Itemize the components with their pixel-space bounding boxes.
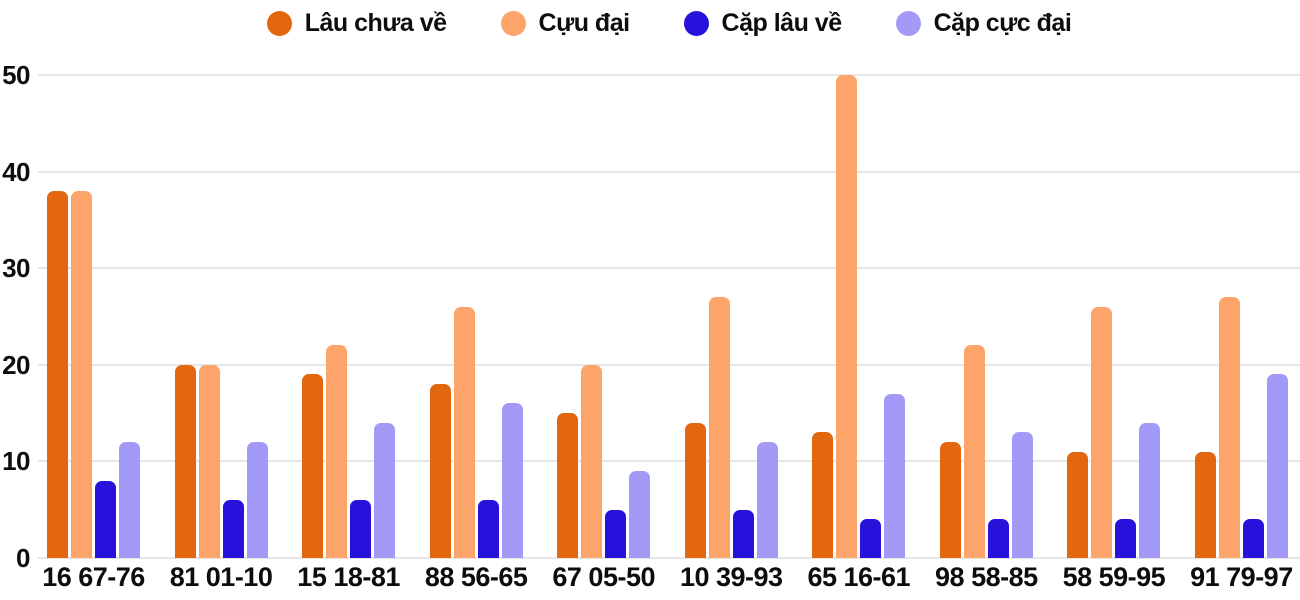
legend-label: Cặp cực đại	[933, 9, 1072, 37]
bar-series-3-cat-1[interactable]	[246, 442, 268, 558]
bar-series-3-cat-3[interactable]	[501, 403, 523, 558]
bar-series-3-cat-6[interactable]	[884, 393, 906, 558]
y-tick-label: 0	[16, 543, 30, 573]
bar-series-0-cat-8[interactable]	[1067, 451, 1089, 558]
bar-group-1: 81 01-10	[170, 364, 273, 591]
bar-series-0-cat-9[interactable]	[1194, 451, 1216, 558]
bar-group-7: 98 58-85	[935, 345, 1038, 591]
bar-series-1-cat-5[interactable]	[708, 297, 730, 558]
bar-series-3-cat-8[interactable]	[1139, 422, 1161, 558]
gridline	[38, 363, 1300, 366]
x-axis-label: 65 16-61	[807, 562, 911, 592]
bar-series-3-cat-0[interactable]	[119, 442, 140, 558]
bar-series-3-cat-2[interactable]	[374, 422, 396, 558]
bar-series-0-cat-1[interactable]	[174, 364, 196, 558]
bar-group-5: 10 39-93	[680, 297, 783, 591]
legend-item-0[interactable]: Lâu chưa về	[266, 9, 447, 38]
bar-groups: 16 67-76 81 01-10 15 18-81 88 56-65 67 05-50…	[38, 75, 1300, 591]
x-axis-label: 98 58-85	[935, 562, 1038, 592]
bar-group-9: 91 79-97	[1190, 297, 1293, 591]
y-tick-label: 10	[2, 446, 30, 477]
bar-series-2-cat-7[interactable]	[987, 519, 1009, 558]
bar-series-3-cat-9[interactable]	[1266, 374, 1288, 558]
bar-series-2-cat-3[interactable]	[477, 500, 499, 558]
legend-label: Cặp lâu về	[721, 9, 843, 37]
bar-series-1-cat-8[interactable]	[1091, 306, 1113, 558]
bar-group-8: 58 59-95	[1063, 306, 1166, 591]
bar-series-3-cat-7[interactable]	[1011, 432, 1033, 558]
legend-item-1[interactable]: Cựu đại	[500, 9, 631, 38]
bar-group-6: 65 16-61	[807, 75, 911, 591]
bar-series-2-cat-5[interactable]	[732, 509, 754, 558]
gridline	[38, 267, 1300, 270]
bar-series-1-cat-7[interactable]	[963, 345, 985, 558]
x-axis-label: 81 01-10	[169, 562, 273, 592]
x-axis-label: 67 05-50	[552, 562, 655, 592]
bar-series-2-cat-9[interactable]	[1242, 519, 1264, 558]
y-axis-labels: 0 10 20 30 40 50	[0, 62, 32, 571]
bar-series-2-cat-6[interactable]	[860, 519, 882, 558]
bar-series-0-cat-6[interactable]	[812, 432, 834, 558]
bar-series-1-cat-0[interactable]	[71, 190, 92, 558]
bar-group-4: 67 05-50	[552, 364, 655, 591]
bar-series-3-cat-5[interactable]	[756, 442, 778, 558]
x-axis-label: 10 39-93	[679, 562, 783, 592]
legend-dot-icon	[266, 11, 292, 36]
bar-group-2: 15 18-81	[297, 345, 400, 591]
bar-series-2-cat-0[interactable]	[95, 480, 116, 558]
bar-series-2-cat-4[interactable]	[605, 509, 627, 558]
y-tick-label: 30	[2, 253, 30, 284]
legend-label: Cựu đại	[538, 9, 631, 37]
bar-series-0-cat-3[interactable]	[429, 384, 451, 558]
x-axis-label: 15 18-81	[297, 562, 400, 592]
gridline	[38, 74, 1300, 76]
gridline	[38, 170, 1300, 173]
legend: Lâu chưa về Cựu đại Cặp lâu về Cặp cực đại	[38, 9, 1300, 38]
y-tick-label: 50	[2, 60, 30, 90]
legend-item-2[interactable]: Cặp lâu về	[683, 9, 843, 38]
x-axis-label: 58 59-95	[1062, 562, 1166, 592]
bar-series-0-cat-2[interactable]	[302, 374, 324, 558]
bar-series-1-cat-2[interactable]	[326, 345, 348, 558]
legend-label: Lâu chưa về	[304, 9, 447, 37]
bar-series-1-cat-6[interactable]	[836, 75, 858, 558]
y-tick-label: 20	[2, 349, 30, 380]
bar-group-0: 16 67-76	[42, 190, 145, 591]
plot-area: 16 67-76 81 01-10 15 18-81 88 56-65 67 05-50…	[38, 74, 1300, 591]
bar-series-1-cat-3[interactable]	[453, 306, 475, 558]
bar-series-1-cat-1[interactable]	[198, 364, 220, 558]
legend-dot-icon	[895, 11, 921, 36]
bar-series-3-cat-4[interactable]	[629, 471, 651, 558]
bar-series-2-cat-2[interactable]	[350, 500, 372, 558]
legend-dot-icon	[500, 11, 526, 36]
bar-series-0-cat-4[interactable]	[557, 413, 579, 558]
gridline	[38, 557, 1300, 559]
bar-series-1-cat-9[interactable]	[1218, 297, 1240, 558]
bar-group-3: 88 56-65	[425, 306, 528, 591]
legend-item-3[interactable]: Cặp cực đại	[895, 9, 1072, 38]
bar-series-2-cat-8[interactable]	[1115, 519, 1137, 558]
bar-series-0-cat-0[interactable]	[47, 190, 68, 558]
bar-series-0-cat-5[interactable]	[684, 422, 706, 558]
y-tick-label: 40	[2, 156, 30, 187]
x-axis-label: 91 79-97	[1190, 562, 1293, 592]
gridline	[38, 460, 1300, 463]
bar-series-2-cat-1[interactable]	[222, 500, 244, 558]
x-axis-label: 88 56-65	[424, 562, 528, 592]
x-axis-label: 16 67-76	[42, 562, 145, 592]
bar-series-0-cat-7[interactable]	[939, 442, 961, 558]
legend-dot-icon	[683, 11, 709, 36]
bar-series-1-cat-4[interactable]	[581, 364, 603, 558]
